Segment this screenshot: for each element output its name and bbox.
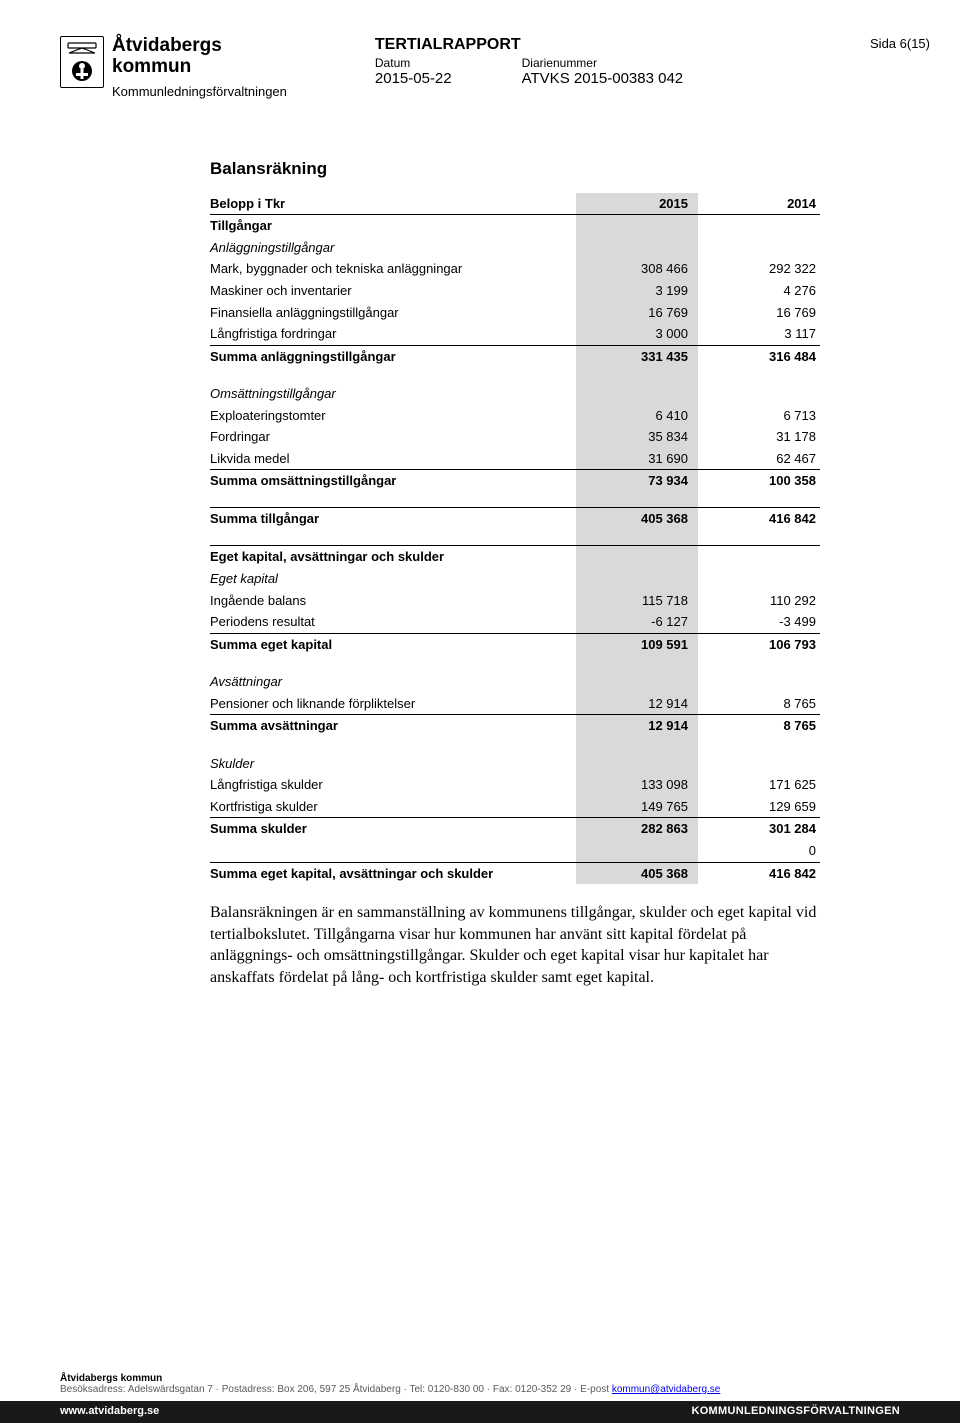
- cell: 133 098: [576, 774, 698, 796]
- cell: -3 499: [698, 611, 820, 633]
- page-number: Sida 6(15): [870, 36, 930, 51]
- cell: 110 292: [698, 590, 820, 612]
- cell: 6 410: [576, 405, 698, 427]
- department-name: Kommunledningsförvaltningen: [112, 84, 287, 99]
- cell: 62 467: [698, 448, 820, 470]
- document-header: Åtvidabergskommun Kommunledningsförvaltn…: [60, 36, 900, 99]
- cell: 3 000: [576, 323, 698, 345]
- header-center: TERTIALRAPPORT Datum 2015-05-22 Diarienu…: [375, 36, 683, 87]
- row-label: Långfristiga fordringar: [210, 323, 576, 345]
- municipality-logo-icon: [60, 36, 104, 88]
- datum-block: Datum 2015-05-22: [375, 56, 452, 87]
- section-title: Balansräkning: [210, 159, 820, 179]
- cell: 106 793: [698, 633, 820, 655]
- cell: 405 368: [576, 862, 698, 884]
- diarie-label: Diarienummer: [522, 56, 684, 70]
- cell: 8 765: [698, 693, 820, 715]
- cell: 0: [698, 840, 820, 862]
- cell: 405 368: [576, 508, 698, 530]
- balance-table: Belopp i Tkr 2015 2014 Tillgångar Anlägg…: [210, 193, 820, 884]
- row-label: Pensioner och liknande förpliktelser: [210, 693, 576, 715]
- cell: 129 659: [698, 796, 820, 818]
- row-label: Mark, byggnader och tekniska anläggninga…: [210, 258, 576, 280]
- body-paragraph: Balansräkningen är en sammanställning av…: [210, 902, 820, 988]
- page: Sida 6(15) Åtvidabergskommun Kommunledni…: [0, 0, 960, 1423]
- row-label: Omsättningstillgångar: [210, 383, 576, 405]
- cell: 331 435: [576, 345, 698, 367]
- row-label: Likvida medel: [210, 448, 576, 470]
- cell: 292 322: [698, 258, 820, 280]
- row-label: Eget kapital: [210, 568, 576, 590]
- row-label: Tillgångar: [210, 215, 576, 237]
- datum-value: 2015-05-22: [375, 70, 452, 87]
- cell: 31 690: [576, 448, 698, 470]
- cell: -6 127: [576, 611, 698, 633]
- cell: 416 842: [698, 508, 820, 530]
- row-label: Finansiella anläggningstillgångar: [210, 302, 576, 324]
- cell: 149 765: [576, 796, 698, 818]
- row-label: Maskiner och inventarier: [210, 280, 576, 302]
- cell: 3 199: [576, 280, 698, 302]
- cell: 4 276: [698, 280, 820, 302]
- cell: 301 284: [698, 818, 820, 840]
- cell: 308 466: [576, 258, 698, 280]
- row-label: Summa eget kapital: [210, 633, 576, 655]
- footer-email-link[interactable]: kommun@atvidaberg.se: [612, 1384, 721, 1395]
- col-2014: 2014: [698, 193, 820, 215]
- row-label: Summa eget kapital, avsättningar och sku…: [210, 862, 576, 884]
- diarie-value: ATVKS 2015-00383 042: [522, 70, 684, 87]
- datum-label: Datum: [375, 56, 452, 70]
- col-label: Belopp i Tkr: [210, 193, 576, 215]
- cell: 8 765: [698, 715, 820, 737]
- cell: 12 914: [576, 715, 698, 737]
- row-label: Kortfristiga skulder: [210, 796, 576, 818]
- content-area: Balansräkning Belopp i Tkr 2015 2014 Til…: [210, 159, 820, 989]
- cell: 316 484: [698, 345, 820, 367]
- row-label: Skulder: [210, 753, 576, 775]
- row-label: Långfristiga skulder: [210, 774, 576, 796]
- row-label: Ingående balans: [210, 590, 576, 612]
- row-label: Summa anläggningstillgångar: [210, 345, 576, 367]
- footer-bar: www.atvidaberg.se KOMMUNLEDNINGSFÖRVALTN…: [0, 1401, 960, 1423]
- org-name: Åtvidabergskommun: [112, 36, 287, 78]
- footer-address-block: Åtvidabergs kommun Besöksadress: Adelswä…: [0, 1373, 960, 1401]
- row-label: Summa tillgångar: [210, 508, 576, 530]
- row-label: Anläggningstillgångar: [210, 237, 576, 259]
- page-footer: Åtvidabergs kommun Besöksadress: Adelswä…: [0, 1373, 960, 1423]
- diarie-block: Diarienummer ATVKS 2015-00383 042: [522, 56, 684, 87]
- document-type: TERTIALRAPPORT: [375, 36, 683, 54]
- row-label: Avsättningar: [210, 671, 576, 693]
- cell: 109 591: [576, 633, 698, 655]
- row-label: Exploateringstomter: [210, 405, 576, 427]
- cell: 3 117: [698, 323, 820, 345]
- row-label: Fordringar: [210, 426, 576, 448]
- cell: 12 914: [576, 693, 698, 715]
- row-label: Summa skulder: [210, 818, 576, 840]
- cell: 171 625: [698, 774, 820, 796]
- cell: 100 358: [698, 470, 820, 492]
- cell: 16 769: [698, 302, 820, 324]
- row-label: Eget kapital, avsättningar och skulder: [210, 546, 576, 568]
- footer-org: Åtvidabergs kommun: [60, 1373, 162, 1384]
- footer-url[interactable]: www.atvidaberg.se: [60, 1405, 159, 1417]
- cell: 16 769: [576, 302, 698, 324]
- cell: 35 834: [576, 426, 698, 448]
- cell: 6 713: [698, 405, 820, 427]
- col-2015: 2015: [576, 193, 698, 215]
- cell: 282 863: [576, 818, 698, 840]
- footer-address: Besöksadress: Adelswärdsgatan 7 · Postad…: [60, 1384, 612, 1395]
- footer-dept: KOMMUNLEDNINGSFÖRVALTNINGEN: [691, 1405, 900, 1417]
- cell: 115 718: [576, 590, 698, 612]
- row-label: Periodens resultat: [210, 611, 576, 633]
- cell: 31 178: [698, 426, 820, 448]
- cell: 73 934: [576, 470, 698, 492]
- row-label: Summa avsättningar: [210, 715, 576, 737]
- cell: 416 842: [698, 862, 820, 884]
- row-label: Summa omsättningstillgångar: [210, 470, 576, 492]
- header-left: Åtvidabergskommun Kommunledningsförvaltn…: [112, 36, 287, 99]
